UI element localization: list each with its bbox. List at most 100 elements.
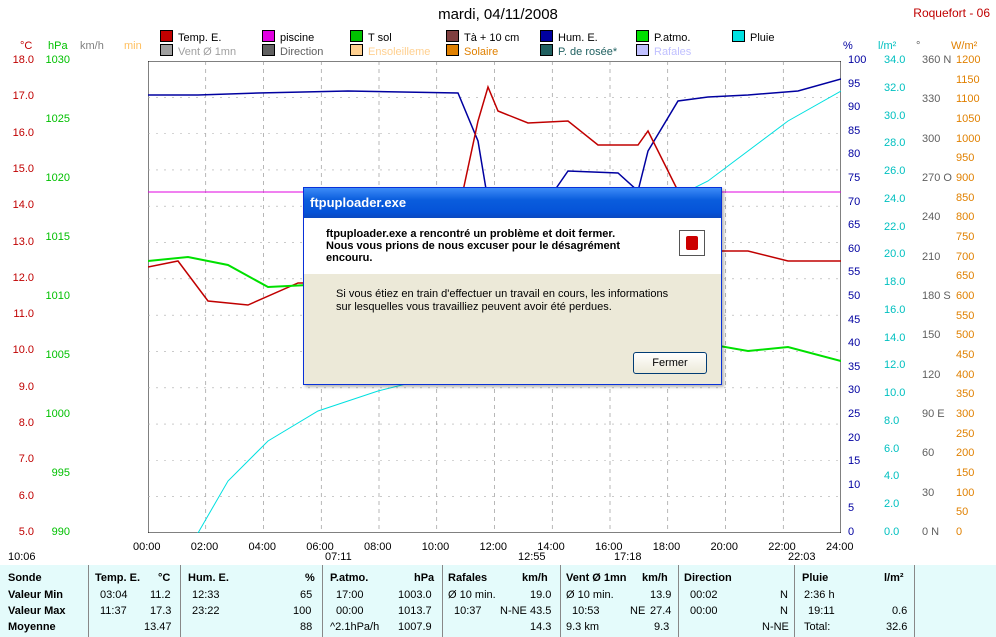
sun-time-day_start: 10:06 [8,551,36,563]
hum-max: 100 [293,605,312,617]
humidity-axis-tick: 75 [848,172,861,184]
time-axis-tick: 08:00 [364,541,392,553]
solar-axis-tick: 600 [956,290,975,302]
temp-axis-tick: 18.0 [12,54,34,66]
legend-item: Ensoleilleme [350,44,430,58]
temp-header: Temp. E. [95,572,141,584]
legend-label: piscine [280,32,315,44]
temp-min: 11.2 [150,589,171,601]
solar-axis-tick: 550 [956,309,975,322]
dir-header: Direction [684,572,732,584]
legend-item: Pluie [732,30,774,44]
patmo-unit: hPa [414,572,435,584]
legend-label: P. de rosée* [558,46,618,58]
dir-min: N [780,589,788,601]
rain-axis-tick: 14.0 [884,331,906,344]
direction-axis-tick: 300 [922,132,941,145]
solar-axis-tick: 700 [956,250,975,263]
direction-axis-tick: 150 [922,329,941,342]
rain-axis-tick: 2.0 [884,498,900,511]
direction-axis-tick: 0 N [922,526,940,538]
direction-axis-tick: 60 [922,447,935,460]
legend-swatch-icon [262,44,275,56]
humidity-axis-tick: 90 [848,101,861,114]
dir-max-time: 00:00 [690,605,718,617]
rain-axis-tick: 18.0 [884,276,906,289]
solar-axis-tick: 1150 [956,73,980,86]
humidity-axis-tick: 0 [848,526,855,538]
unit-percent: % [843,40,853,52]
unit-lm2: l/m² [878,40,897,52]
vent-header: Vent Ø 1mn [566,572,627,584]
pluie-unit: l/m² [884,572,904,584]
patmo-min: 1003.0 [398,589,432,601]
humidity-axis-tick: 60 [848,242,861,255]
vent-max-dir: NE [630,605,646,617]
hum-unit: % [305,572,315,584]
hpa-axis-tick: 1030 [45,54,70,66]
sun-time-sunrise: 07:11 [325,551,352,563]
raf-max-time: 10:37 [454,605,482,617]
close-button[interactable]: Fermer [633,352,707,374]
hpa-axis-tick: 1005 [45,349,70,361]
legend-label: Solaire [464,46,499,58]
unit-degree: ° [916,40,921,52]
temp-avg: 13.47 [144,621,172,633]
patmo-max-time: 00:00 [336,605,364,617]
time-axis-tick: 24:00 [826,541,854,553]
rain-axis-tick: 28.0 [884,137,906,150]
legend-swatch-icon [446,44,459,56]
rain-axis-tick: 10.0 [884,387,906,400]
error-icon [679,230,705,256]
legend-swatch-icon [446,30,459,42]
pluie-header: Pluie [802,572,829,584]
vent-unit: km/h [642,572,668,584]
direction-axis-tick: 120 [922,368,941,381]
rain-axis-tick: 34.0 [884,54,906,66]
legend-item: Solaire [446,44,498,58]
humidity-axis-tick: 70 [848,195,861,208]
legend-item: Temp. E. [160,30,221,44]
legend-label: Hum. E. [558,32,598,44]
solar-axis-tick: 850 [956,191,975,204]
vent-max: 27.4 [650,605,672,617]
humidity-axis-tick: 95 [848,77,861,90]
raf-min: 19.0 [530,589,552,601]
legend-label: P.atmo. [654,32,691,44]
temp-axis-tick: 11.0 [13,308,34,321]
temp-axis-tick: 15.0 [12,162,34,175]
temp-min-time: 03:04 [100,589,128,601]
temp-axis-tick: 10.0 [12,344,34,357]
solar-axis-tick: 1100 [956,93,980,106]
temp-axis-tick: 13.0 [12,235,34,248]
dialog-title: ftpuploader.exe [304,188,721,218]
time-axis-tick: 18:00 [652,541,681,553]
chart-title: mardi, 04/11/2008 [438,6,558,23]
time-axis-tick: 20:00 [710,541,739,553]
row-label-min: Valeur Min [8,589,64,601]
raf-unit: km/h [522,572,548,584]
dir-avg: N-NE [762,621,789,633]
temp-axis-tick: 17.0 [12,90,34,103]
vent-min-time: Ø 10 min. [566,589,614,601]
legend-label: Ensoleilleme [368,46,431,58]
raf-max: 43.5 [530,605,552,617]
legend-item: T sol [350,30,392,44]
dialog-heading: ftpuploader.exe a rencontré un problème … [304,218,721,274]
legend-label: Tà + 10 cm [464,32,520,44]
time-axis-tick: 04:00 [248,541,277,553]
legend-label: Pluie [750,32,775,44]
raf-min-time: Ø 10 min. [448,589,496,601]
temp-axis-tick: 14.0 [12,199,34,212]
dir-min-time: 00:02 [690,589,718,601]
direction-axis-tick: 360 N [922,54,952,66]
vent-dist: 9.3 km [566,621,600,633]
temp-axis-tick: 5.0 [18,526,34,538]
humidity-series [148,78,841,231]
direction-axis-tick: 210 [922,250,941,263]
hpa-axis-tick: 1025 [45,113,70,125]
legend-swatch-icon [160,30,173,42]
temp-axis-tick: 7.0 [18,453,34,466]
pluie-max: 0.6 [892,605,908,617]
pluie-total: 32.6 [886,621,908,633]
